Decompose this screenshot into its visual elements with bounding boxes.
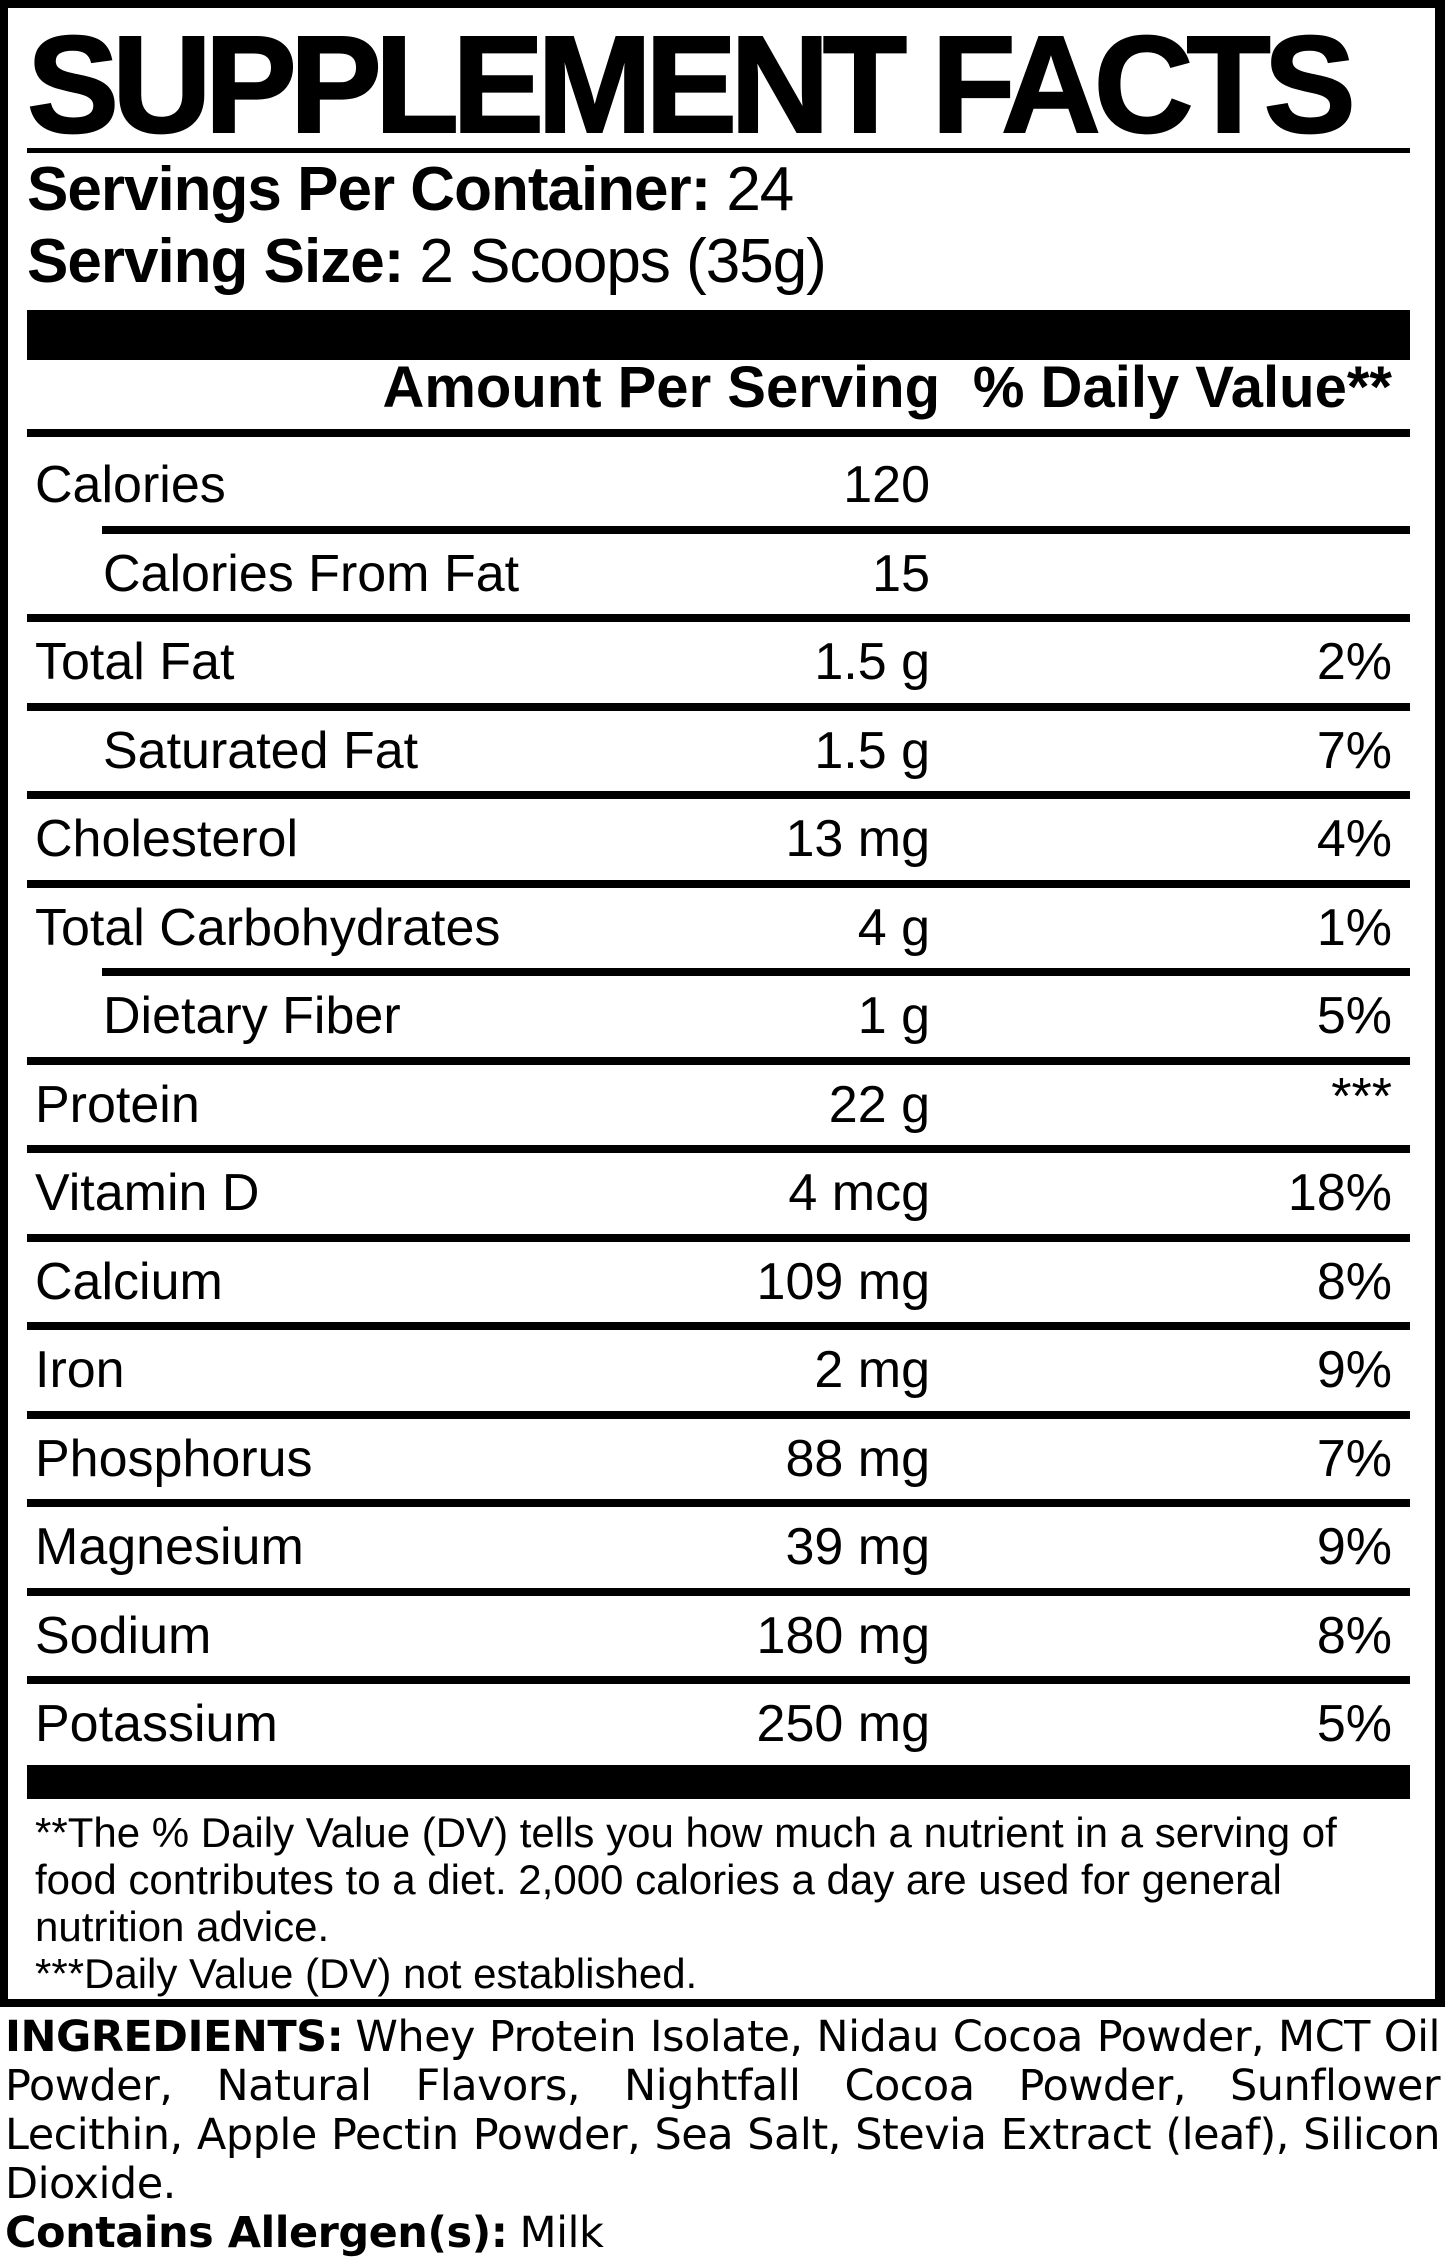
amount-value: 2 mg bbox=[814, 1341, 930, 1400]
divider-bar-top bbox=[27, 310, 1410, 360]
footnote-line: food contributes to a diet. 2,000 calori… bbox=[35, 1855, 1282, 1903]
nutrient-label: Protein bbox=[35, 1075, 200, 1134]
dv-value: 7% bbox=[1316, 1429, 1392, 1488]
nutrient-label: Total Fat bbox=[35, 633, 235, 692]
row-magnesium: Magnesium 39 mg 9% bbox=[27, 1499, 1410, 1588]
nutrient-label: Phosphorus bbox=[35, 1429, 313, 1488]
footnotes: **The % Daily Value (DV) tells you how m… bbox=[27, 1809, 1410, 1997]
daily-value-header: % Daily Value** bbox=[972, 355, 1392, 420]
nutrient-label: Dietary Fiber bbox=[103, 987, 401, 1046]
dv-value: 1% bbox=[1316, 898, 1392, 957]
servings-per-container-line: Servings Per Container: 24 bbox=[27, 153, 1410, 225]
serving-size-value: 2 Scoops (35g) bbox=[419, 226, 826, 296]
nutrient-label: Calcium bbox=[35, 1252, 223, 1311]
panel-title: SUPPLEMENT FACTS bbox=[26, 8, 1357, 162]
allergen-line: Contains Allergen(s): Milk bbox=[5, 2209, 1440, 2258]
amount-value: 13 mg bbox=[785, 810, 930, 869]
dv-value: 9% bbox=[1316, 1341, 1392, 1400]
amount-value: 39 mg bbox=[785, 1518, 930, 1577]
nutrient-label: Total Carbohydrates bbox=[35, 898, 501, 957]
row-total-carbohydrates: Total Carbohydrates 4 g 1% bbox=[27, 879, 1410, 969]
ingredients-label: INGREDIENTS: bbox=[5, 2012, 344, 2062]
amount-value: 120 bbox=[843, 456, 930, 515]
row-divider bbox=[27, 1410, 1410, 1419]
nutrient-label: Calories From Fat bbox=[103, 544, 520, 603]
footnote-line: nutrition advice. bbox=[35, 1902, 330, 1950]
allergen-value: Milk bbox=[519, 2208, 604, 2258]
row-cholesterol: Cholesterol 13 mg 4% bbox=[27, 791, 1410, 880]
row-divider bbox=[102, 968, 1410, 976]
row-vitamin-d: Vitamin D 4 mcg 18% bbox=[27, 1145, 1410, 1234]
row-divider bbox=[27, 1322, 1410, 1330]
amount-value: 15 bbox=[872, 544, 930, 603]
row-divider bbox=[27, 1056, 1410, 1065]
ingredients-paragraph: INGREDIENTS: Whey Protein Isolate, Nidau … bbox=[5, 2012, 1441, 2209]
footnote-line: ***Daily Value (DV) not established. bbox=[35, 1949, 698, 1997]
row-dietary-fiber: Dietary Fiber 1 g 5% bbox=[27, 968, 1410, 1057]
row-potassium: Potassium 250 mg 5% bbox=[27, 1676, 1410, 1765]
dv-value: 2% bbox=[1316, 633, 1392, 692]
row-calories-from-fat: Calories From Fat 15 bbox=[27, 525, 1410, 615]
amount-per-serving-header: Amount Per Serving bbox=[382, 355, 940, 420]
dv-value: 7% bbox=[1316, 721, 1392, 780]
dv-value: 5% bbox=[1316, 987, 1392, 1046]
row-saturated-fat: Saturated Fat 1.5 g 7% bbox=[27, 702, 1410, 792]
row-protein: Protein 22 g *** bbox=[27, 1056, 1410, 1146]
footnote-line: **The % Daily Value (DV) tells you how m… bbox=[35, 1808, 1337, 1856]
dv-value: 18% bbox=[1287, 1164, 1392, 1223]
row-divider bbox=[27, 1587, 1410, 1596]
row-divider bbox=[27, 1499, 1410, 1507]
nutrient-label: Iron bbox=[35, 1341, 125, 1400]
nutrient-label: Vitamin D bbox=[35, 1164, 260, 1223]
nutrient-label: Magnesium bbox=[35, 1518, 304, 1577]
divider-bar-bottom bbox=[27, 1764, 1410, 1799]
amount-value: 180 mg bbox=[756, 1606, 930, 1665]
dv-value: 9% bbox=[1316, 1518, 1392, 1577]
row-sodium: Sodium 180 mg 8% bbox=[27, 1587, 1410, 1677]
nutrient-label: Potassium bbox=[35, 1695, 278, 1754]
supplement-facts-panel: SUPPLEMENT FACTS Servings Per Container:… bbox=[0, 0, 1445, 2007]
row-iron: Iron 2 mg 9% bbox=[27, 1322, 1410, 1411]
row-divider bbox=[27, 614, 1410, 622]
row-divider bbox=[102, 525, 1410, 534]
row-calcium: Calcium 109 mg 8% bbox=[27, 1233, 1410, 1323]
amount-value: 4 mcg bbox=[788, 1164, 930, 1223]
allergen-label: Contains Allergen(s): bbox=[5, 2208, 508, 2258]
nutrient-label: Saturated Fat bbox=[103, 721, 419, 780]
title-divider bbox=[27, 148, 1410, 153]
amount-value: 109 mg bbox=[756, 1252, 930, 1311]
amount-value: 88 mg bbox=[785, 1429, 930, 1488]
nutrient-label: Calories bbox=[35, 456, 226, 515]
amount-value: 4 g bbox=[857, 898, 930, 957]
row-calories: Calories 120 bbox=[27, 437, 1410, 526]
amount-value: 1.5 g bbox=[814, 633, 930, 692]
serving-size-label: Serving Size: bbox=[27, 226, 404, 296]
row-divider bbox=[27, 1676, 1410, 1684]
row-divider bbox=[27, 879, 1410, 888]
servings-per-container-label: Servings Per Container: bbox=[27, 154, 711, 224]
row-divider bbox=[27, 702, 1410, 711]
dv-value: 8% bbox=[1316, 1252, 1392, 1311]
row-divider bbox=[27, 1145, 1410, 1153]
dv-value: *** bbox=[1331, 1067, 1392, 1126]
row-divider bbox=[27, 1233, 1410, 1242]
dv-value: 5% bbox=[1316, 1695, 1392, 1754]
amount-value: 1.5 g bbox=[814, 721, 930, 780]
nutrient-label: Cholesterol bbox=[35, 810, 299, 869]
amount-value: 1 g bbox=[857, 987, 930, 1046]
row-phosphorus: Phosphorus 88 mg 7% bbox=[27, 1410, 1410, 1500]
ingredients-section: INGREDIENTS: Whey Protein Isolate, Nidau … bbox=[0, 2013, 1445, 2258]
row-divider bbox=[27, 791, 1410, 799]
dv-value: 4% bbox=[1316, 810, 1392, 869]
servings-per-container-value: 24 bbox=[726, 154, 794, 224]
dv-value: 8% bbox=[1316, 1606, 1392, 1665]
amount-value: 22 g bbox=[828, 1075, 930, 1134]
table-header-row: Amount Per Serving % Daily Value** bbox=[27, 355, 1410, 437]
ingredients-text: Whey Protein Isolate, Nidau Cocoa Powder… bbox=[5, 2012, 1441, 2209]
amount-value: 250 mg bbox=[756, 1695, 930, 1754]
serving-size-line: Serving Size: 2 Scoops (35g) bbox=[27, 225, 1410, 297]
nutrient-label: Sodium bbox=[35, 1606, 212, 1665]
row-total-fat: Total Fat 1.5 g 2% bbox=[27, 614, 1410, 703]
